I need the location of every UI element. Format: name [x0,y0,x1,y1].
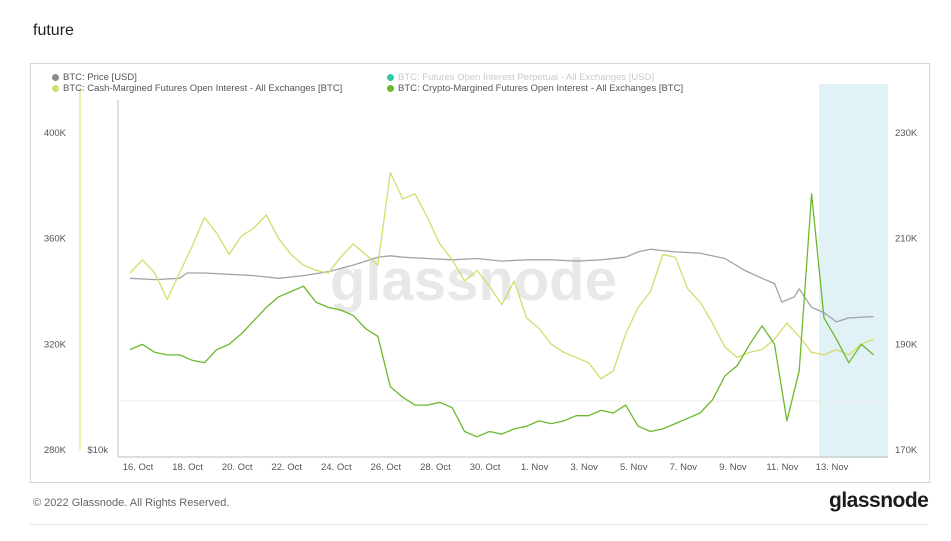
x-tick-label: 22. Oct [271,462,302,473]
legend-marker-cash-margined-oi [52,84,59,92]
glassnode-logo[interactable]: glassnode [829,489,929,512]
tick-labels: 280K 320K 360K 400K $10k 170K 190K 210K 230K 16. … [44,128,918,473]
legend-item-cash-margined-oi[interactable]: BTC: Cash-Margined Futures Open Interest… [52,83,342,94]
y-left-tick-label: 320K [44,339,67,350]
y-left-tick-label: 360K [44,234,67,245]
x-tick-label: 7. Nov [670,462,698,473]
x-tick-label: 9. Nov [719,462,747,473]
y-right-tick-label: 190K [895,339,918,350]
x-tick-label: 30. Oct [470,462,501,473]
x-tick-label: 28. Oct [420,462,451,473]
x-tick-label: 11. Nov [766,462,798,473]
y-right-tick-label: 170K [895,445,918,456]
copyright-text: © 2022 Glassnode. All Rights Reserved. [33,497,230,509]
cash-margined-oi-line [129,171,874,380]
x-tick-label: 18. Oct [172,462,203,473]
x-tick-label: 16. Oct [123,462,154,473]
y-right-tick-label: 210K [895,234,918,245]
legend-item-price[interactable]: BTC: Price [USD] [52,72,137,83]
x-tick-label: 24. Oct [321,462,352,473]
x-tick-label: 3. Nov [570,462,598,473]
x-tick-label: 5. Nov [620,462,648,473]
legend-marker-price [52,73,59,81]
page-title: future [33,22,74,39]
legend-label-cash-margined-oi: BTC: Cash-Margined Futures Open Interest… [63,83,343,94]
legend-label-perpetual-oi: BTC: Futures Open Interest Perpetual - A… [398,72,655,83]
price-line [129,248,874,323]
y-left-tick-label: 400K [44,128,67,139]
legend-marker-crypto-margined-oi [387,84,394,92]
x-tick-label: 26. Oct [371,462,402,473]
legend-marker-perpetual-oi [387,73,394,81]
legend-item-perpetual-oi[interactable]: BTC: Futures Open Interest Perpetual - A… [387,72,654,83]
legend-label-price: BTC: Price [USD] [63,72,137,83]
watermark: glassnode [330,248,617,313]
y-right-tick-label: 230K [895,128,918,139]
footer-divider [30,524,928,525]
series-lines [129,171,875,438]
highlight-band [819,84,888,458]
x-tick-label: 13. Nov [816,462,849,473]
legend-label-crypto-margined-oi: BTC: Crypto-Margined Futures Open Intere… [398,83,684,94]
legend-item-crypto-margined-oi[interactable]: BTC: Crypto-Margined Futures Open Intere… [387,83,683,94]
crypto-margined-oi-line [129,193,875,438]
y-left-extra-tick-label: $10k [87,445,108,456]
x-tick-label: 20. Oct [222,462,253,473]
y-left-tick-label: 280K [44,445,67,456]
axes [79,88,888,458]
x-tick-label: 1. Nov [521,462,549,473]
recent-period-highlight [819,84,888,458]
